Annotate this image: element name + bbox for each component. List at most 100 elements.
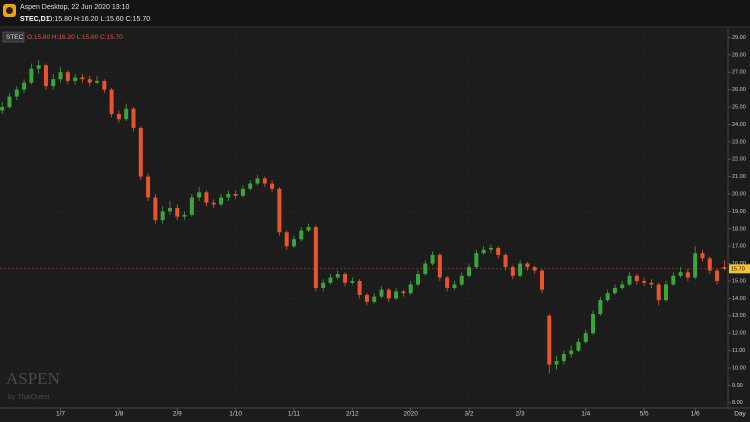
app-logo-dot — [6, 7, 13, 14]
candle-body — [576, 341, 581, 351]
candle-body — [80, 77, 85, 80]
y-tick-label: 14.00 — [732, 296, 746, 302]
candle-body — [343, 274, 348, 283]
candle-body — [22, 82, 27, 90]
candle-body — [372, 296, 377, 302]
x-tick-label: 2/9 — [173, 411, 182, 418]
candle-body — [539, 270, 544, 290]
candle-body — [175, 207, 180, 217]
candle-body — [277, 188, 282, 233]
last-price-label: 15.70 — [731, 266, 745, 272]
candle-body — [437, 254, 442, 278]
candle-body — [364, 294, 369, 302]
x-tick-label: 1/7 — [56, 411, 65, 418]
candle-body — [43, 65, 48, 87]
y-tick-label: 24.00 — [732, 122, 746, 128]
candle-body — [445, 277, 450, 288]
candle-body — [299, 230, 304, 240]
candle-body — [525, 263, 530, 268]
y-tick-label: 18.00 — [732, 226, 746, 232]
x-axis-label: Day — [734, 411, 746, 418]
candle-body — [561, 354, 566, 362]
candle-body — [14, 89, 19, 97]
candle-body — [255, 178, 260, 184]
app-title: Aspen Desktop, 22 Jun 2020 13:10 — [20, 4, 129, 11]
candle-body — [102, 80, 107, 90]
legend-box — [2, 31, 25, 43]
candle-body — [116, 113, 121, 120]
candle-body — [167, 207, 172, 212]
candle-body — [321, 282, 326, 288]
candle-body — [627, 275, 632, 285]
y-tick-label: 15.00 — [732, 278, 746, 284]
y-tick-label: 25.00 — [732, 104, 746, 110]
candle-body — [313, 227, 318, 288]
candle-body — [131, 108, 136, 128]
candle-body — [65, 72, 70, 81]
candle-body — [291, 239, 296, 247]
candle-body — [7, 96, 12, 108]
candle-body — [160, 211, 165, 221]
candle-body — [591, 314, 596, 334]
candle-body — [474, 253, 479, 268]
x-tick-label: 2020 — [403, 411, 418, 418]
candle-body — [503, 254, 508, 268]
candle-body — [379, 289, 384, 297]
x-tick-label: 3/2 — [465, 411, 474, 418]
candle-body — [583, 333, 588, 342]
candle-body — [415, 274, 420, 285]
last-price-tag — [729, 264, 750, 274]
candle-body — [95, 80, 100, 83]
candle-body — [612, 287, 617, 294]
y-tick-label: 13.00 — [732, 313, 746, 319]
x-tick-label: 5/5 — [640, 411, 649, 418]
y-tick-label: 10.00 — [732, 365, 746, 371]
x-tick-label: 2/12 — [346, 411, 359, 418]
candle-body — [87, 79, 92, 83]
candle-body — [467, 267, 472, 276]
y-tick-label: 9.00 — [732, 383, 743, 389]
candle-body — [554, 361, 559, 365]
candle-body — [262, 178, 267, 184]
candle-body — [182, 214, 187, 217]
x-tick-label: 1/6 — [691, 411, 700, 418]
x-tick-label: 1/10 — [229, 411, 242, 418]
candle-body — [138, 127, 143, 177]
candle-body — [408, 284, 413, 294]
candle-body — [671, 275, 676, 285]
candle-body — [248, 183, 253, 189]
candle-body — [394, 291, 399, 299]
candle-body — [634, 275, 639, 281]
candle-body — [36, 65, 41, 69]
candle-body — [306, 227, 311, 231]
candle-body — [51, 79, 56, 87]
candle-body — [656, 284, 661, 301]
candle-body — [598, 300, 603, 315]
x-tick-label: 2/3 — [516, 411, 525, 418]
candle-body — [240, 188, 245, 196]
y-tick-label: 27.00 — [732, 70, 746, 76]
candle-body — [73, 77, 78, 81]
candle-body — [146, 176, 151, 198]
y-tick-label: 28.00 — [732, 52, 746, 58]
candle-body — [0, 107, 5, 111]
candle-body — [328, 277, 333, 283]
candle-body — [663, 284, 668, 301]
candle-body — [401, 291, 406, 294]
candles — [0, 60, 727, 374]
candle-body — [219, 197, 224, 205]
y-tick-label: 17.00 — [732, 244, 746, 250]
y-tick-label: 16.00 — [732, 261, 746, 267]
candle-body — [350, 281, 355, 283]
candle-body — [715, 270, 720, 281]
x-tick-label: 1/4 — [581, 411, 590, 418]
symbol-label: STEC,D1 — [20, 16, 50, 23]
candle-body — [722, 267, 727, 269]
candle-body — [197, 192, 202, 198]
candle-body — [620, 284, 625, 288]
candle-body — [518, 263, 523, 276]
x-tick-label: 1/11 — [288, 411, 301, 418]
y-tick-label: 29.00 — [732, 35, 746, 41]
candle-body — [211, 202, 216, 205]
